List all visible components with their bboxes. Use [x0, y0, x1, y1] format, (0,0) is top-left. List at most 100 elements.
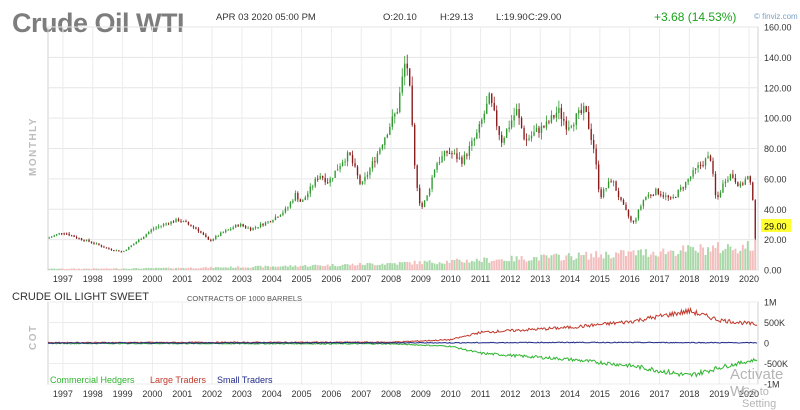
- candle-up: [558, 107, 560, 113]
- candle-up: [254, 227, 257, 229]
- candle-down: [356, 166, 359, 176]
- candle-up: [58, 233, 60, 235]
- candle-down: [538, 127, 540, 133]
- candle-up: [436, 163, 438, 170]
- volume-bar: [75, 268, 78, 270]
- finviz-logo[interactable]: © finviz.com: [754, 12, 798, 21]
- volume-bar: [458, 259, 461, 270]
- volume-bar: [450, 259, 453, 270]
- price-x-tick-label: 1999: [113, 274, 133, 284]
- price-y-tick-label: 160.00: [764, 23, 792, 33]
- candle-down: [100, 245, 103, 247]
- volume-bar: [510, 255, 513, 270]
- candle-up: [391, 116, 393, 127]
- volume-bar: [48, 268, 51, 270]
- volume-bar: [423, 260, 426, 270]
- volume-bar: [291, 266, 294, 270]
- candle-up: [160, 225, 162, 227]
- candle-up: [264, 222, 267, 226]
- volume-bar: [311, 265, 314, 270]
- volume-bar: [202, 267, 205, 270]
- price-x-tick-label: 2006: [321, 274, 341, 284]
- candle-up: [428, 189, 431, 196]
- volume-bar: [359, 262, 361, 270]
- volume-bar: [249, 267, 252, 270]
- volume-bar: [172, 268, 175, 270]
- volume-bar: [431, 262, 434, 270]
- volume-bar: [117, 268, 120, 270]
- price-x-tick-label: 2017: [650, 274, 670, 284]
- price-x-tick-label: 2014: [560, 274, 580, 284]
- volume-bar: [271, 266, 274, 270]
- cot-series-small-traders: [47, 341, 758, 344]
- price-x-tick-label: 2020: [739, 274, 759, 284]
- volume-bar: [615, 252, 618, 270]
- candle-up: [279, 215, 282, 217]
- candle-up: [394, 113, 396, 117]
- candle-up: [155, 227, 157, 229]
- candle-up: [533, 131, 535, 136]
- candle-down: [262, 223, 264, 226]
- volume-bar: [356, 264, 359, 270]
- volume-bar: [214, 267, 217, 270]
- volume-bar: [376, 265, 379, 270]
- candle-up: [217, 235, 219, 237]
- candle-up: [722, 183, 724, 193]
- volume-bar: [212, 267, 215, 270]
- volume-bar: [416, 264, 419, 270]
- candle-up: [476, 132, 478, 139]
- candle-down: [732, 174, 734, 178]
- volume-bar: [296, 266, 299, 270]
- candle-down: [451, 153, 453, 155]
- candle-down: [754, 200, 756, 239]
- volume-bar: [528, 260, 531, 270]
- candle-up: [314, 178, 316, 187]
- candle-up: [396, 111, 398, 114]
- candle-up: [404, 63, 406, 77]
- volume-bar: [483, 257, 486, 270]
- price-x-tick-label: 2008: [381, 274, 401, 284]
- volume-bar: [436, 264, 439, 270]
- candle-up: [304, 197, 306, 201]
- volume-bar: [428, 260, 431, 270]
- candle-up: [535, 127, 538, 132]
- volume-bar: [475, 258, 478, 270]
- candle-down: [108, 248, 110, 250]
- volume-bar: [269, 266, 272, 270]
- volume-bar: [187, 267, 190, 270]
- volume-bar: [73, 268, 76, 270]
- volume-bar: [157, 267, 160, 270]
- volume-bar: [78, 268, 81, 270]
- volume-bar: [299, 265, 302, 270]
- volume-bar: [582, 254, 585, 270]
- volume-bar: [530, 260, 533, 270]
- volume-bar: [115, 268, 118, 270]
- volume-bar: [346, 264, 349, 270]
- volume-bar: [480, 262, 483, 270]
- volume-bar: [689, 246, 692, 270]
- volume-bar: [520, 255, 523, 270]
- candle-up: [384, 137, 386, 146]
- last-price-box: [761, 218, 791, 232]
- price-y-tick-label: 40.00: [764, 205, 787, 215]
- candle-up: [222, 232, 224, 234]
- candle-up: [635, 218, 637, 222]
- candle-down: [167, 223, 170, 225]
- candle-down: [617, 190, 620, 198]
- candle-up: [423, 200, 426, 207]
- candle-down: [98, 243, 100, 246]
- volume-bar: [339, 265, 342, 270]
- candle-up: [336, 169, 339, 171]
- volume-bar: [150, 268, 153, 270]
- candle-up: [665, 195, 667, 197]
- candle-up: [135, 242, 137, 244]
- cot-x-tick-label: 2016: [620, 389, 640, 399]
- volume-bar: [505, 260, 508, 270]
- candle-up: [503, 137, 505, 143]
- candle-up: [689, 176, 692, 180]
- candle-up: [578, 110, 580, 114]
- candle-up: [175, 219, 177, 223]
- price-x-tick-label: 2005: [292, 274, 312, 284]
- candle-up: [123, 250, 125, 252]
- cot-series-large-traders: [47, 306, 758, 344]
